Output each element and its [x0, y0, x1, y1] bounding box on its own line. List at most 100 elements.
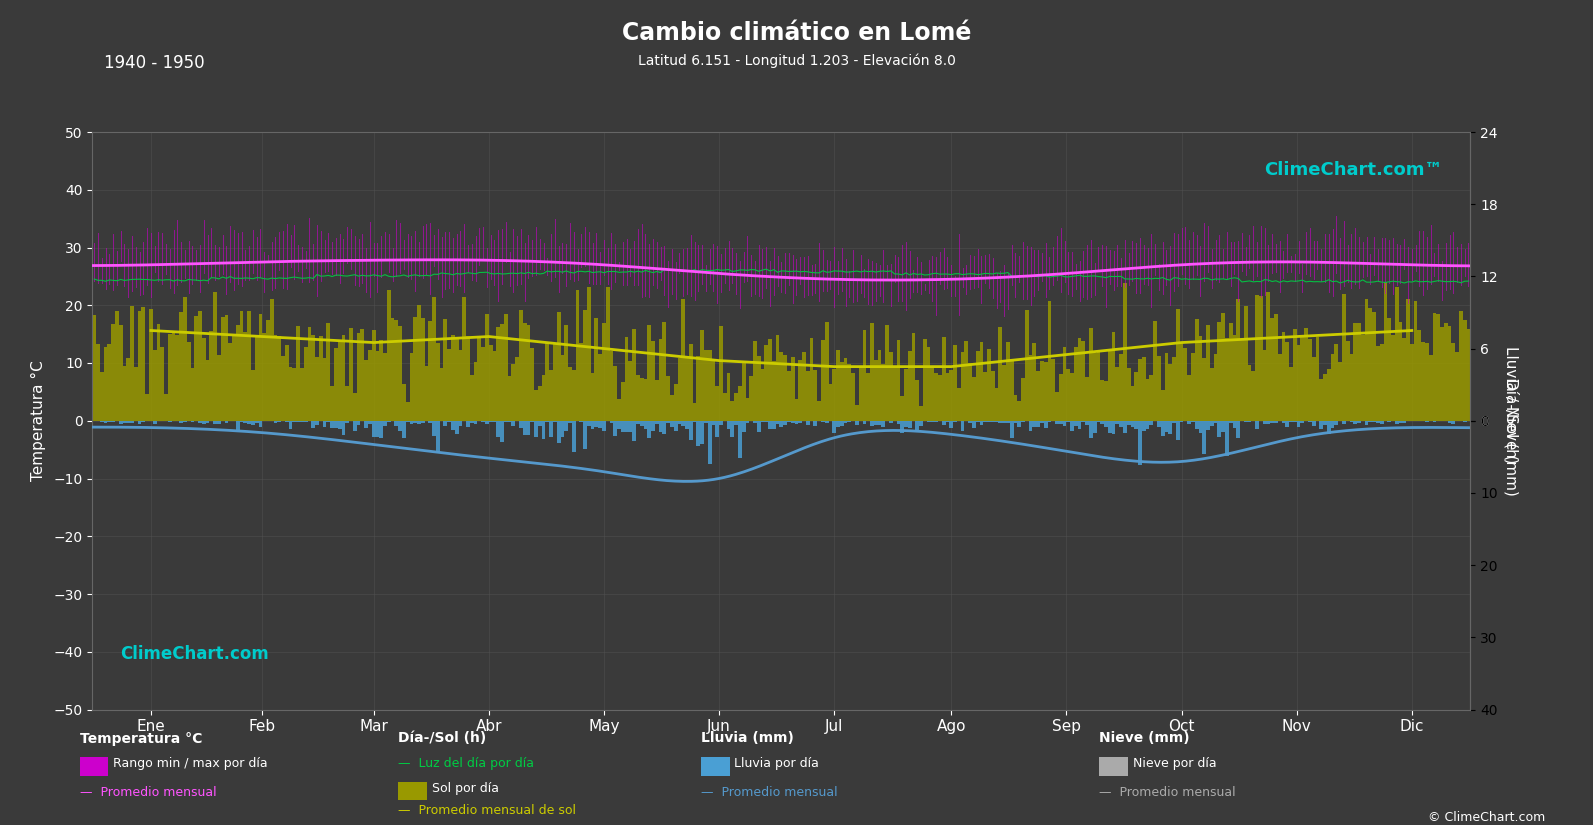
Bar — [946, 373, 949, 421]
Bar — [897, 341, 900, 421]
Text: Sol por día: Sol por día — [432, 782, 499, 795]
Bar — [640, 379, 644, 421]
Bar — [1142, 421, 1145, 431]
Bar — [1258, 296, 1263, 421]
Bar — [718, 326, 723, 421]
Bar — [556, 421, 561, 443]
Bar — [1010, 361, 1013, 421]
Bar — [296, 421, 299, 422]
Bar — [610, 421, 613, 423]
Bar — [100, 372, 104, 421]
Bar — [511, 364, 515, 421]
Bar — [1048, 421, 1051, 422]
Bar — [1335, 344, 1338, 421]
Bar — [503, 421, 508, 422]
Bar — [1172, 357, 1176, 421]
Bar — [119, 421, 123, 424]
Bar — [131, 421, 134, 422]
Bar — [1082, 421, 1085, 422]
Bar — [1418, 330, 1421, 421]
Bar — [462, 297, 467, 421]
Bar — [1368, 421, 1372, 422]
Bar — [825, 421, 828, 422]
Bar — [1278, 354, 1282, 421]
Bar — [1206, 324, 1209, 421]
Bar — [440, 368, 443, 421]
Bar — [489, 345, 492, 421]
Bar — [991, 370, 994, 421]
Bar — [1074, 421, 1078, 426]
Bar — [503, 314, 508, 421]
Bar — [304, 347, 307, 421]
Bar — [1093, 421, 1096, 433]
Bar — [953, 421, 957, 422]
Bar — [1324, 374, 1327, 421]
Bar — [1462, 320, 1467, 421]
Bar — [886, 325, 889, 421]
Bar — [1203, 358, 1206, 421]
Bar — [1380, 421, 1383, 424]
Bar — [591, 421, 594, 429]
Bar — [1462, 421, 1467, 422]
Bar — [704, 421, 707, 423]
Bar — [1145, 421, 1150, 429]
Bar — [542, 375, 545, 421]
Bar — [905, 421, 908, 427]
Bar — [983, 372, 988, 421]
Bar — [561, 421, 564, 437]
Bar — [417, 421, 421, 424]
Bar — [401, 421, 406, 438]
Bar — [1388, 318, 1391, 421]
Bar — [738, 421, 742, 458]
Bar — [836, 421, 840, 427]
Bar — [153, 421, 156, 424]
Bar — [341, 335, 346, 421]
Bar — [715, 421, 718, 436]
Bar — [731, 401, 734, 421]
Bar — [1236, 421, 1239, 438]
Bar — [1437, 314, 1440, 421]
Text: Cambio climático en Lomé: Cambio climático en Lomé — [621, 21, 972, 45]
Bar — [134, 367, 137, 421]
Bar — [473, 362, 478, 421]
Bar — [1432, 421, 1437, 422]
Bar — [1126, 421, 1131, 425]
Bar — [368, 421, 371, 424]
Bar — [1365, 421, 1368, 426]
Bar — [980, 342, 983, 421]
Bar — [131, 306, 134, 421]
Bar — [1451, 421, 1456, 423]
Bar — [1324, 421, 1327, 426]
Bar — [671, 421, 674, 427]
Text: 1940 - 1950: 1940 - 1950 — [104, 54, 204, 72]
Bar — [112, 323, 115, 421]
Bar — [583, 421, 586, 450]
Bar — [252, 370, 255, 421]
Bar — [1107, 348, 1112, 421]
Text: Rango min / max por día: Rango min / max por día — [113, 757, 268, 771]
Bar — [217, 355, 221, 421]
Bar — [889, 351, 892, 421]
Bar — [933, 373, 938, 421]
Bar — [1282, 421, 1286, 422]
Bar — [1294, 328, 1297, 421]
Bar — [1266, 421, 1270, 424]
Bar — [964, 341, 969, 421]
Bar — [875, 360, 878, 421]
Bar — [621, 421, 624, 431]
Bar — [180, 421, 183, 422]
Bar — [1131, 421, 1134, 427]
Bar — [715, 385, 718, 421]
Bar — [266, 320, 269, 421]
Bar — [746, 398, 749, 421]
Bar — [387, 421, 390, 422]
Bar — [1209, 368, 1214, 421]
Bar — [693, 421, 696, 422]
Bar — [1198, 421, 1203, 433]
Bar — [277, 336, 280, 421]
Bar — [354, 393, 357, 421]
Bar — [467, 336, 470, 421]
Bar — [776, 421, 779, 424]
Bar — [814, 370, 817, 421]
Bar — [288, 421, 293, 429]
